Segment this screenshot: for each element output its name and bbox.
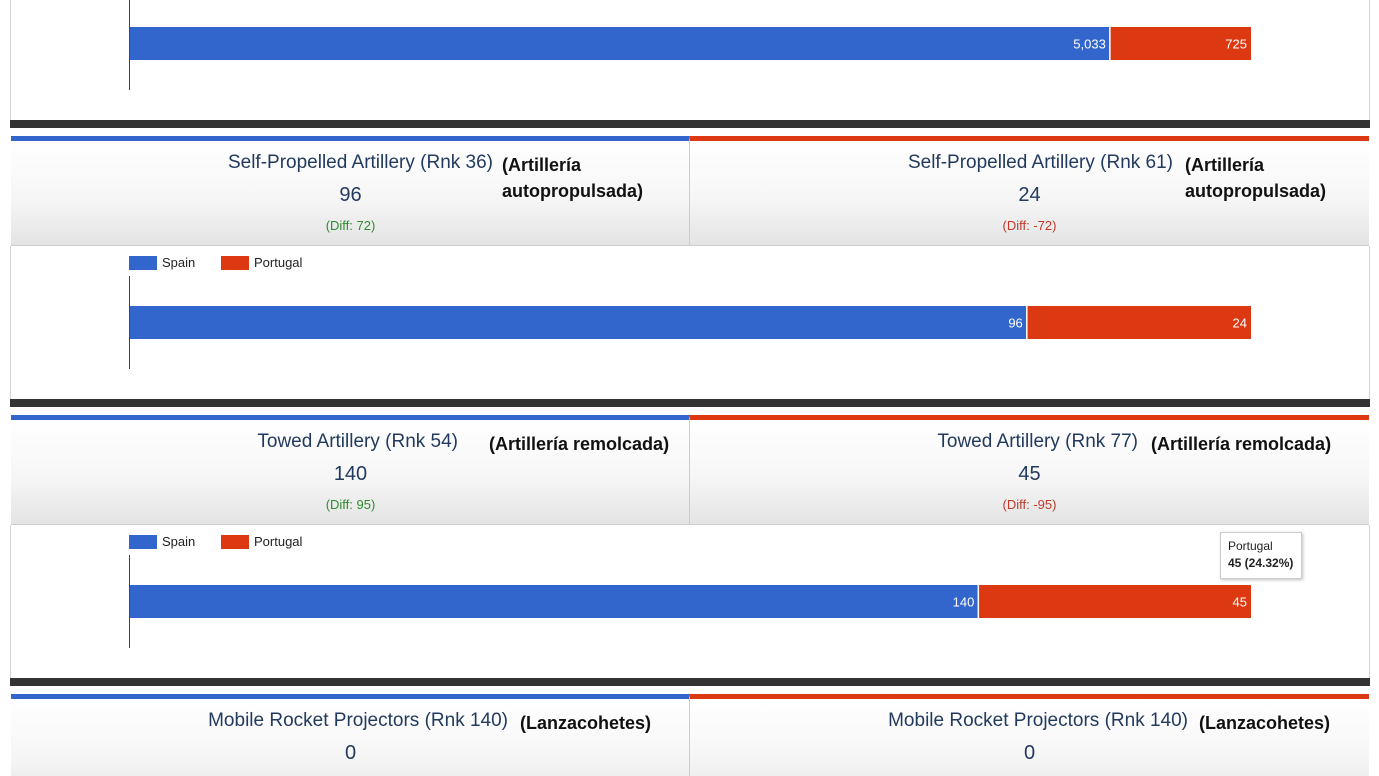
metric-title: Towed Artillery (Rnk 77) <box>937 431 1138 452</box>
portugal-metric-card: Towed Artillery (Rnk 77) 45 (Diff: -95) … <box>690 415 1369 525</box>
legend-label-spain: Spain <box>162 534 196 549</box>
section-divider <box>10 399 1370 407</box>
legend-swatch-spain <box>129 256 157 270</box>
spanish-translation-note: (Lanzacohetes) <box>1199 713 1331 733</box>
metric-header-towed: Towed Artillery (Rnk 54) 140 (Diff: 95) … <box>11 415 1369 525</box>
metric-value: 96 <box>339 184 362 206</box>
portugal-metric-card: Mobile Rocket Projectors (Rnk 140) 0 (La… <box>690 694 1369 776</box>
spanish-translation-note: (Artillería autopropulsada) <box>502 155 644 201</box>
bar-portugal[interactable] <box>978 585 1251 618</box>
bar-value-label-portugal: 24 <box>1233 316 1247 331</box>
metric-header-self-propelled: Self-Propelled Artillery (Rnk 36) 96 (Di… <box>11 136 1369 246</box>
bar-value-label-portugal: 45 <box>1233 595 1247 610</box>
bar-value-label-spain: 5,033 <box>1073 37 1106 52</box>
metric-header-rocket: Mobile Rocket Projectors (Rnk 140) 0 (La… <box>11 694 1369 776</box>
tooltip-series: Portugal <box>1228 539 1273 553</box>
metric-diff: (Diff: 95) <box>325 497 376 512</box>
section-divider <box>10 120 1370 128</box>
legend-label-portugal: Portugal <box>254 534 303 549</box>
bar-value-label-portugal: 725 <box>1225 37 1247 52</box>
metric-diff: (Diff: 72) <box>325 218 376 233</box>
section-divider <box>10 678 1370 686</box>
metric-diff: (Diff: -72) <box>1002 218 1057 233</box>
spanish-translation-note: (Lanzacohetes) <box>520 713 652 733</box>
metric-value: 140 <box>333 463 368 485</box>
tooltip-value: 45 (24.32%) <box>1228 556 1294 570</box>
bar-portugal[interactable] <box>1109 27 1251 60</box>
metric-value: 24 <box>1018 184 1041 206</box>
stacked-bar-chart-1: 96 24 <box>129 276 1251 369</box>
legend-swatch-spain <box>129 535 157 549</box>
legend-label-portugal: Portugal <box>254 255 303 270</box>
bar-tooltip: Portugal 45 (24.32%) <box>1220 532 1303 579</box>
legend-swatch-portugal <box>221 256 249 270</box>
bar-value-label-spain: 96 <box>1008 316 1022 331</box>
legend-swatch-portugal <box>221 535 249 549</box>
metric-diff: (Diff: -95) <box>1002 497 1057 512</box>
bar-spain[interactable] <box>130 585 979 618</box>
metric-title: Self-Propelled Artillery (Rnk 36) <box>227 152 493 173</box>
spanish-translation-note: (Artillería remolcada) <box>1151 434 1332 454</box>
metric-value: 0 <box>1023 742 1036 764</box>
metric-value: 45 <box>1018 463 1041 485</box>
bar-portugal[interactable] <box>1026 306 1251 339</box>
metric-value: 0 <box>344 742 357 764</box>
metric-title: Mobile Rocket Projectors (Rnk 140) <box>888 710 1188 731</box>
spain-metric-card: Towed Artillery (Rnk 54) 140 (Diff: 95) … <box>11 415 690 525</box>
spanish-translation-note: (Artillería remolcada) <box>489 434 670 454</box>
metric-title: Towed Artillery (Rnk 54) <box>257 431 458 452</box>
bar-value-label-spain: 140 <box>953 595 975 610</box>
metric-title: Mobile Rocket Projectors (Rnk 140) <box>208 710 508 731</box>
legend-label-spain: Spain <box>162 255 196 270</box>
spain-metric-card: Self-Propelled Artillery (Rnk 36) 96 (Di… <box>11 136 690 246</box>
metric-title: Self-Propelled Artillery (Rnk 61) <box>907 152 1173 173</box>
spanish-translation-note: (Artillería autopropulsada) <box>1185 155 1327 201</box>
stacked-bar-chart-0: 5,033 725 <box>129 0 1251 90</box>
spain-metric-card: Mobile Rocket Projectors (Rnk 140) 0 (La… <box>11 694 690 776</box>
stacked-bar-chart-2: 140 45 <box>129 555 1251 648</box>
bar-spain[interactable] <box>130 306 1027 339</box>
portugal-metric-card: Self-Propelled Artillery (Rnk 61) 24 (Di… <box>690 136 1369 246</box>
bar-spain[interactable] <box>130 27 1110 60</box>
